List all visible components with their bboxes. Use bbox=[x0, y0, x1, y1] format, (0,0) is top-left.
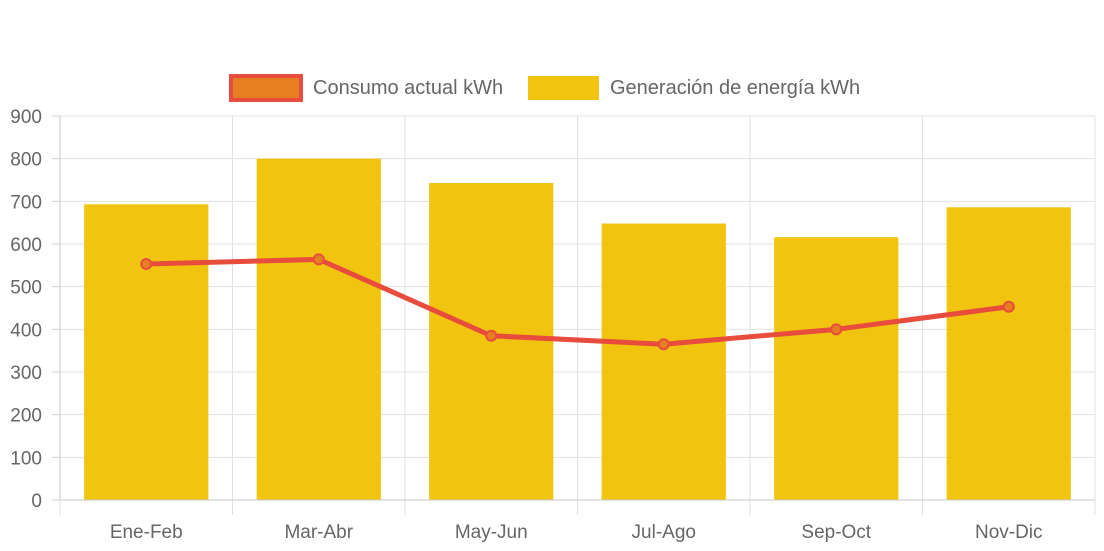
legend-item-consumo[interactable]: Consumo actual kWh bbox=[229, 74, 503, 102]
series-line bbox=[143, 256, 1012, 347]
y-tick-label: 700 bbox=[10, 192, 42, 213]
line-point[interactable] bbox=[312, 253, 325, 266]
legend: Consumo actual kWh Generación de energía… bbox=[229, 74, 860, 102]
bar[interactable] bbox=[946, 207, 1071, 500]
bar[interactable] bbox=[774, 237, 899, 500]
y-tick-label: 800 bbox=[10, 150, 42, 171]
line-point[interactable] bbox=[657, 338, 670, 351]
bar[interactable] bbox=[256, 158, 381, 500]
line-point[interactable] bbox=[140, 258, 153, 271]
x-tick-label: Nov-Dic bbox=[975, 522, 1043, 543]
x-tick-label: May-Jun bbox=[455, 522, 528, 543]
legend-item-generacion[interactable]: Generación de energía kWh bbox=[528, 76, 860, 100]
legend-label-consumo: Consumo actual kWh bbox=[313, 77, 503, 99]
y-tick-label: 0 bbox=[31, 491, 42, 512]
y-tick-label: 600 bbox=[10, 235, 42, 256]
legend-swatch-generacion bbox=[528, 76, 599, 100]
x-tick-label: Jul-Ago bbox=[632, 522, 696, 543]
line-point[interactable] bbox=[485, 329, 498, 342]
line-point[interactable] bbox=[1002, 300, 1015, 313]
y-tick-label: 100 bbox=[10, 448, 42, 469]
legend-label-generacion: Generación de energía kWh bbox=[610, 77, 860, 99]
y-tick-label: 300 bbox=[10, 363, 42, 384]
line-point[interactable] bbox=[830, 323, 843, 336]
axes bbox=[52, 115, 1095, 501]
bar-series bbox=[84, 158, 1071, 500]
y-axis-labels: 0 100 200 300 400 500 600 700 800 900 bbox=[10, 107, 42, 512]
bar[interactable] bbox=[601, 223, 726, 500]
legend-swatch-consumo bbox=[229, 74, 303, 102]
y-tick-label: 200 bbox=[10, 406, 42, 427]
grid bbox=[59, 115, 1096, 515]
x-axis-labels: Ene-Feb Mar-Abr May-Jun Jul-Ago Sep-Oct Nov-D… bbox=[110, 522, 1043, 543]
x-tick-label: Ene-Feb bbox=[110, 522, 183, 543]
line-series bbox=[140, 253, 1015, 351]
bar[interactable] bbox=[84, 204, 209, 500]
x-tick-label: Mar-Abr bbox=[284, 522, 353, 543]
y-tick-label: 400 bbox=[10, 320, 42, 341]
y-tick-label: 900 bbox=[10, 107, 42, 128]
y-tick-label: 500 bbox=[10, 278, 42, 299]
x-tick-label: Sep-Oct bbox=[801, 522, 871, 543]
